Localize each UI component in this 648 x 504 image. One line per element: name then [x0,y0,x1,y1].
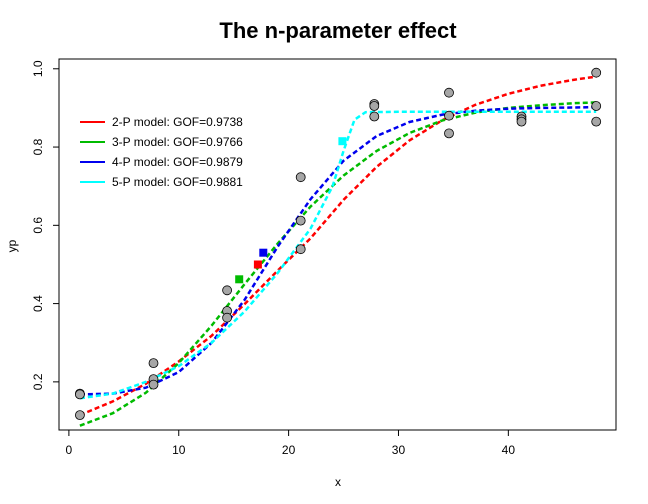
ec50-marker-3p [235,275,244,284]
data-point [222,312,233,323]
x-tick-label: 10 [172,443,186,457]
ec50-marker-2p [253,260,262,269]
legend-label-5p: 5-P model: GOF=0.9881 [112,175,243,189]
data-point [148,358,159,369]
legend-label-3p: 3-P model: GOF=0.9766 [112,135,243,149]
legend: 2-P model: GOF=0.9738 3-P model: GOF=0.97… [80,115,243,189]
data-point [591,116,602,127]
fit-curve-5p [79,110,597,400]
y-tick-label: 0.2 [31,373,45,390]
data-point [148,379,159,390]
ec50-marker-5p [338,137,347,146]
data-point [75,389,85,400]
y-tick-label: 0.4 [31,295,45,312]
x-tick-label: 40 [502,443,516,457]
y-tick-label: 1.0 [31,60,45,77]
data-point [369,111,380,122]
data-point [369,101,380,111]
fit-curve-4p [79,105,597,396]
data-point [591,67,602,78]
fit-curves [79,75,597,427]
data-point [222,285,233,296]
data-points [75,67,602,421]
chart-title: The n-parameter effect [219,18,457,43]
data-point [444,110,454,121]
data-point [444,87,454,98]
data-point [444,128,454,139]
y-tick-label: 0.8 [31,138,45,155]
ec50-marker-4p [259,248,268,257]
data-point [591,101,602,111]
fit-curve-3p [79,101,597,427]
x-tick-label: 20 [282,443,296,457]
x-tick-label: 0 [66,443,73,457]
data-point [295,244,306,255]
y-tick-label: 0.6 [31,217,45,234]
legend-label-2p: 2-P model: GOF=0.9738 [112,115,243,129]
data-point [75,410,85,421]
x-axis-label: x [335,475,341,489]
axes: 0 10 20 30 40 0.2 0.4 0.6 0.8 1.0 [31,60,515,457]
ec50-markers [235,137,347,284]
data-point [516,116,527,127]
x-tick-label: 30 [392,443,406,457]
data-point [295,215,306,226]
y-axis-label: yp [5,239,19,252]
legend-label-4p: 4-P model: GOF=0.9879 [112,155,243,169]
plot-frame [58,58,617,431]
fit-curve-2p [79,75,597,417]
data-point [295,172,306,183]
